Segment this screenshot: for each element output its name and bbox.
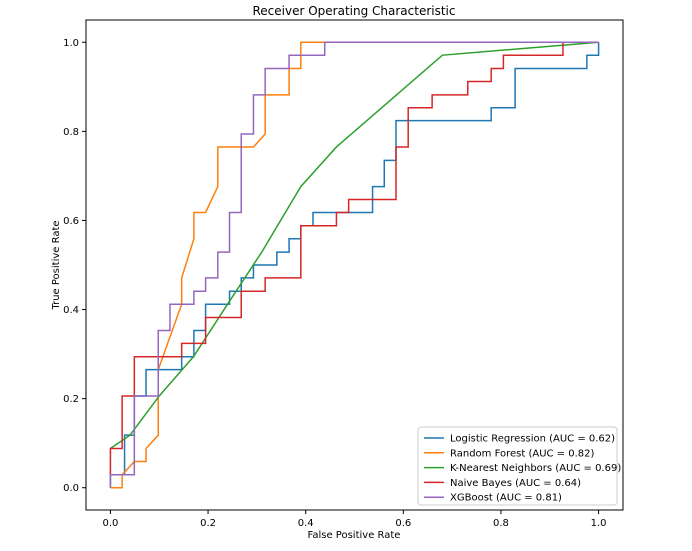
- y-tick-label: 0.4: [63, 305, 79, 316]
- legend-label-0: Logistic Regression (AUC = 0.62): [450, 434, 615, 445]
- legend-label-2: K-Nearest Neighbors (AUC = 0.69): [450, 463, 621, 474]
- series-line-2: [109, 41, 599, 450]
- axes-frame: [85, 19, 624, 511]
- x-tick-label: 0.6: [395, 518, 411, 529]
- y-axis: 0.0 0.2 0.4 0.6 0.8 1.0: [63, 38, 86, 494]
- x-tick-label: 0.2: [200, 518, 216, 529]
- legend-label-3: Naive Bayes (AUC = 0.64): [450, 478, 581, 489]
- series-line-4: [109, 41, 599, 488]
- series-line-3: [109, 41, 599, 475]
- series-line-1: [110, 41, 599, 489]
- legend-label-4: XGBoost (AUC = 0.81): [450, 493, 562, 504]
- legend-label-1: Random Forest (AUC = 0.82): [450, 448, 594, 459]
- y-tick-label: 0.8: [63, 127, 79, 138]
- y-tick-label: 1.0: [63, 38, 79, 49]
- x-tick-label: 0.8: [493, 518, 509, 529]
- legend: Logistic Regression (AUC = 0.62) Random F…: [417, 426, 621, 506]
- plot-area: [109, 41, 600, 489]
- x-tick-label: 1.0: [591, 518, 607, 529]
- y-tick-label: 0.6: [63, 216, 79, 227]
- y-tick-label: 0.0: [63, 483, 79, 494]
- chart-title: Receiver Operating Characteristic: [252, 4, 455, 18]
- series-line-0: [109, 42, 600, 488]
- legend-box: [417, 426, 618, 506]
- y-tick-label: 0.2: [63, 394, 79, 405]
- x-tick-label: 0.4: [298, 518, 314, 529]
- x-axis: 0.0 0.2 0.4 0.6 0.8 1.0: [102, 510, 607, 529]
- x-axis-label: False Positive Rate: [308, 530, 401, 541]
- x-tick-label: 0.0: [102, 518, 118, 529]
- y-axis-label: True Positive Rate: [51, 220, 62, 310]
